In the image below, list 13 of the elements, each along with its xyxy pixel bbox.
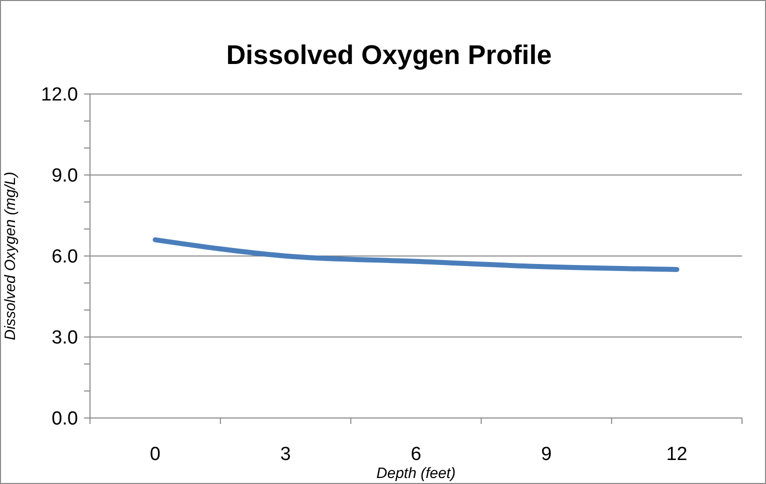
x-tick-label: 12	[666, 444, 688, 465]
x-tick-label: 3	[280, 444, 291, 465]
x-tick-label: 0	[150, 444, 160, 465]
y-tick-label: 6.0	[52, 246, 78, 268]
y-axis-title: Dissolved Oxygen (mg/L)	[2, 172, 19, 340]
y-tick-label: 12.0	[41, 84, 78, 106]
y-tick-label: 9.0	[52, 166, 78, 187]
x-tick-label: 6	[410, 444, 422, 465]
y-tick-label: 0.0	[52, 408, 78, 430]
x-axis-title: Depth (feet)	[376, 465, 456, 482]
y-tick-label: 3.0	[52, 328, 78, 349]
chart-title: Dissolved Oxygen Profile	[226, 40, 552, 70]
x-tick-label: 9	[541, 444, 552, 465]
